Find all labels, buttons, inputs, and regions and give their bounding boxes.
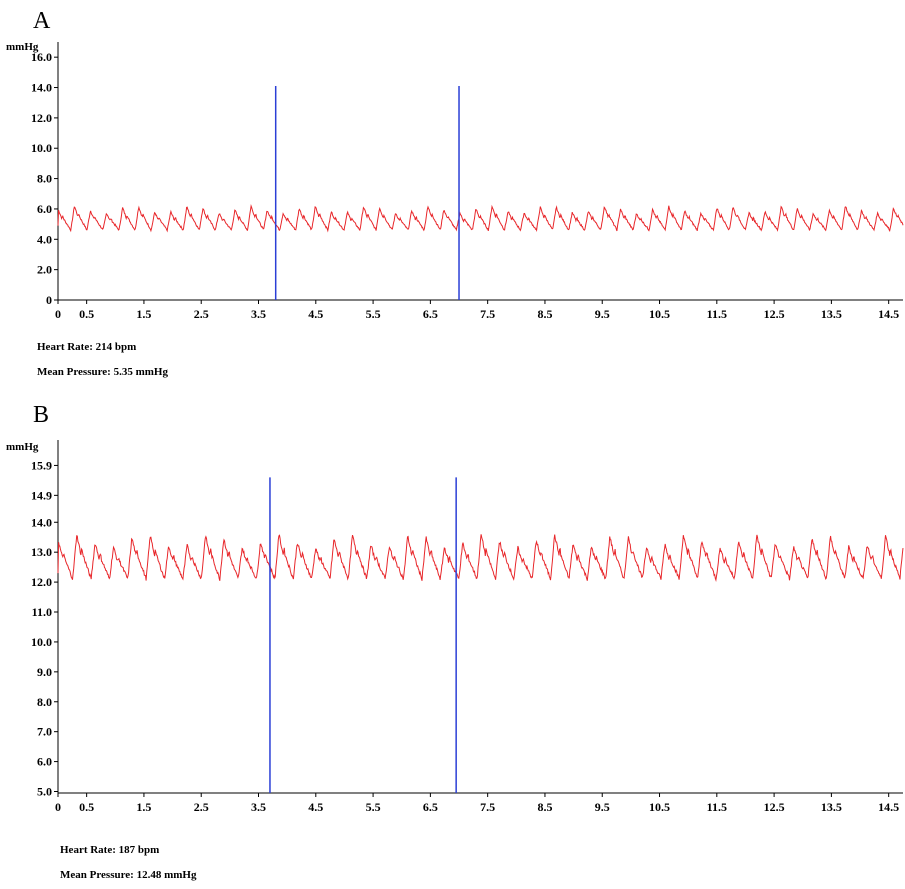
x-tick-label: 12.5 [764, 307, 785, 321]
x-tick-label: 2.5 [194, 800, 209, 814]
panel-b-mean-pressure: Mean Pressure: 12.48 mmHg [60, 869, 197, 881]
x-tick-label: 8.5 [537, 800, 552, 814]
x-tick-label: 3.5 [251, 800, 266, 814]
y-tick-label: 16.0 [31, 50, 52, 64]
y-tick-label: 8.0 [37, 695, 52, 709]
y-tick-label: 10.0 [31, 141, 52, 155]
panel-b-letter: B [33, 402, 49, 428]
x-tick-label: 1.5 [136, 307, 151, 321]
y-tick-label: 12.0 [31, 111, 52, 125]
y-tick-label: 11.0 [32, 605, 52, 619]
y-tick-label: 5.0 [37, 785, 52, 799]
panel-b: B mmHg Heart Rate: 187 bpm Mean Pressure… [6, 402, 904, 881]
panel-a-letter: A [33, 8, 51, 34]
x-tick-label: 13.5 [821, 800, 842, 814]
x-tick-label: 0.5 [79, 307, 94, 321]
x-tick-label: 6.5 [423, 307, 438, 321]
y-tick-label: 12.0 [31, 575, 52, 589]
x-tick-label: 11.5 [707, 307, 727, 321]
y-tick-label: 15.9 [31, 458, 52, 472]
y-tick-label: 9.0 [37, 665, 52, 679]
panel-a-heart-rate: Heart Rate: 214 bpm [37, 341, 136, 353]
y-tick-label: 13.0 [31, 545, 52, 559]
x-tick-label: 6.5 [423, 800, 438, 814]
x-tick-label: 5.5 [366, 800, 381, 814]
y-tick-label: 10.0 [31, 635, 52, 649]
x-tick-label: 7.5 [480, 307, 495, 321]
x-tick-label: 9.5 [595, 800, 610, 814]
x-tick-label: 4.5 [308, 800, 323, 814]
x-tick-label: 9.5 [595, 307, 610, 321]
panel-b-y-unit: mmHg [6, 441, 39, 453]
y-tick-label: 2.0 [37, 263, 52, 277]
x-tick-label: 14.5 [878, 800, 899, 814]
y-tick-label: 8.0 [37, 172, 52, 186]
x-tick-label: 5.5 [366, 307, 381, 321]
y-tick-label: 6.0 [37, 755, 52, 769]
panel-a-y-unit: mmHg [6, 41, 39, 53]
x-tick-label: 2.5 [194, 307, 209, 321]
y-tick-label: 6.0 [37, 202, 52, 216]
panel-b-heart-rate: Heart Rate: 187 bpm [60, 844, 159, 856]
x-tick-label: 8.5 [537, 307, 552, 321]
pressure-trace [57, 204, 904, 233]
x-tick-label: 1.5 [136, 800, 151, 814]
y-tick-label: 4.0 [37, 232, 52, 246]
y-tick-label: 14.0 [31, 81, 52, 95]
y-tick-label: 14.9 [31, 488, 52, 502]
x-tick-label: 4.5 [308, 307, 323, 321]
x-tick-label: 14.5 [878, 307, 899, 321]
y-tick-label: 14.0 [31, 515, 52, 529]
x-tick-label: 0 [55, 800, 61, 814]
panel-a: A mmHg Heart Rate: 214 bpm Mean Pressure… [6, 8, 904, 378]
x-tick-label: 0 [55, 307, 61, 321]
x-tick-label: 10.5 [649, 307, 670, 321]
x-tick-label: 3.5 [251, 307, 266, 321]
x-tick-label: 10.5 [649, 800, 670, 814]
y-tick-label: 7.0 [37, 725, 52, 739]
x-tick-label: 12.5 [764, 800, 785, 814]
x-tick-label: 11.5 [707, 800, 727, 814]
y-tick-label: 0 [46, 293, 52, 307]
panel-a-mean-pressure: Mean Pressure: 5.35 mmHg [37, 366, 168, 378]
x-tick-label: 13.5 [821, 307, 842, 321]
x-tick-label: 0.5 [79, 800, 94, 814]
x-tick-label: 7.5 [480, 800, 495, 814]
pressure-trace [57, 534, 904, 582]
